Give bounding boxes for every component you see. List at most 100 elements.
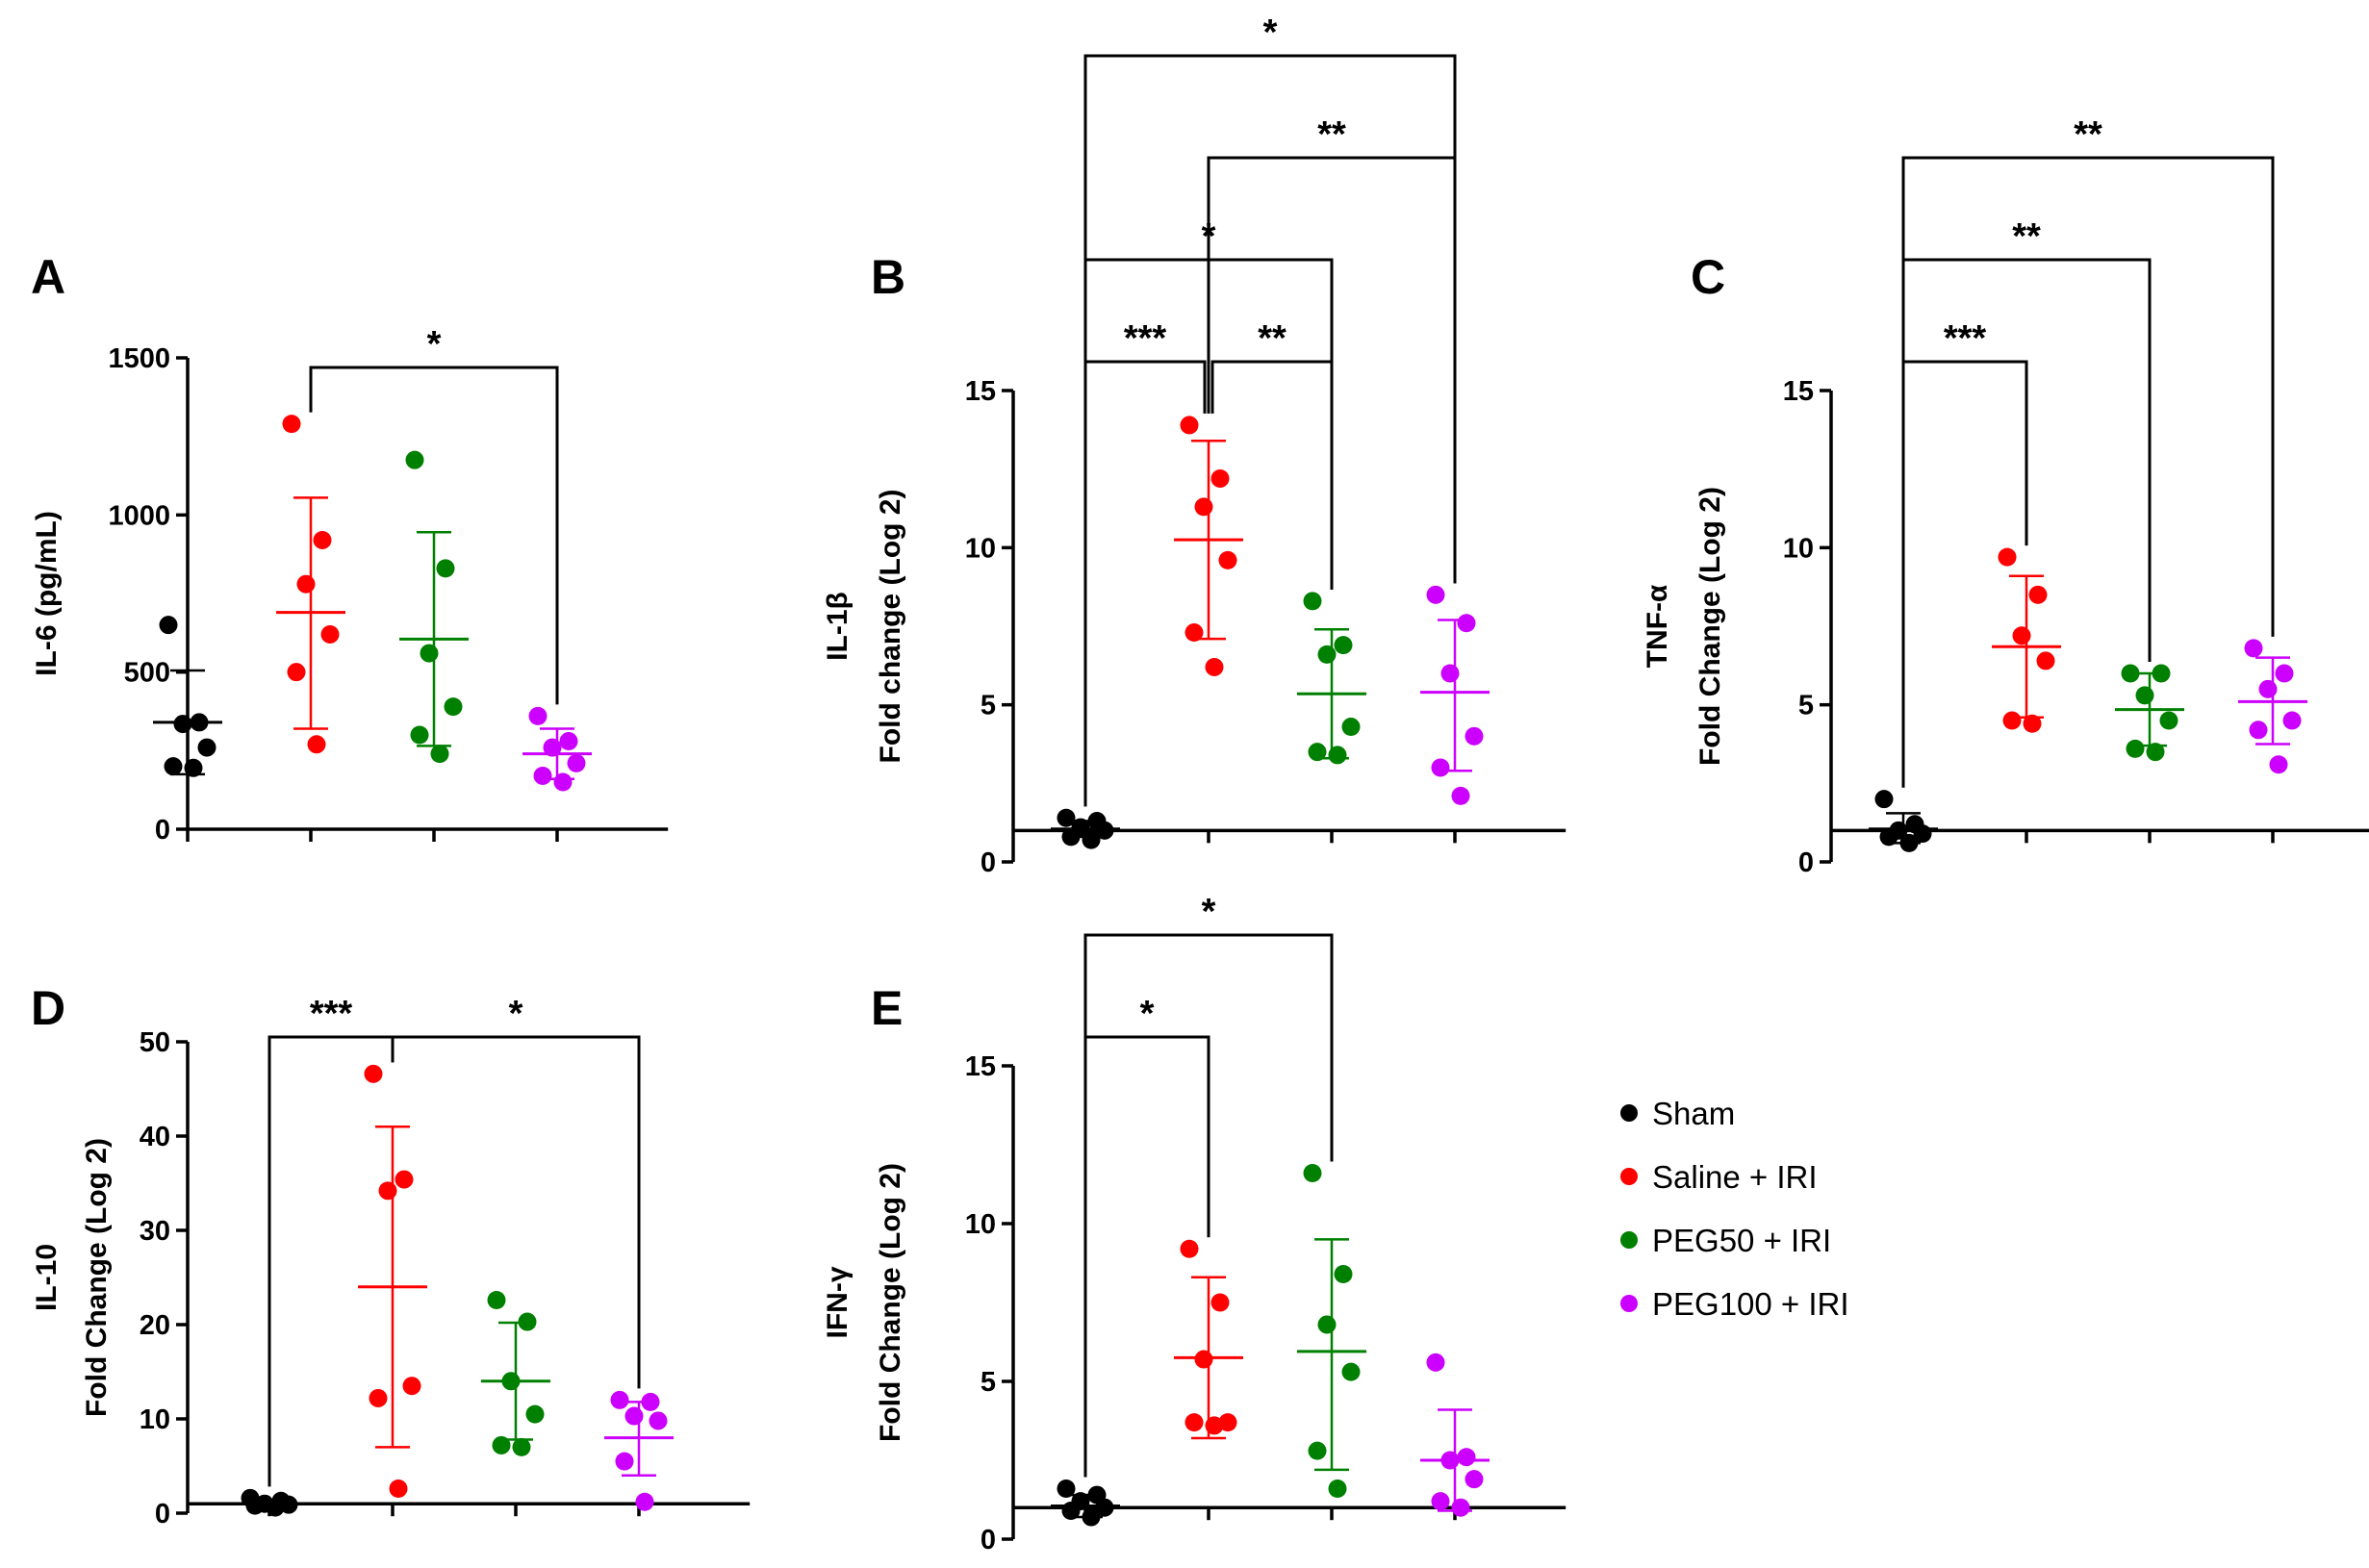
data-point-a <box>320 624 340 644</box>
bracket-line-a <box>309 366 559 705</box>
data-point-b <box>1426 585 1445 604</box>
data-point-c <box>2023 714 2042 733</box>
data-point-a <box>282 415 301 434</box>
panel-e: E IFN-γ Fold Change (Log 2) 0 5 10 15 * * <box>822 892 1567 1555</box>
y-tick-label-c: 15 <box>1783 376 1814 407</box>
bracket-line-c <box>1901 156 2275 788</box>
data-point-b <box>1184 623 1204 643</box>
data-point-b <box>1194 497 1213 517</box>
data-point-b <box>1440 664 1460 683</box>
data-point-a <box>444 697 463 717</box>
legend-marker-saline-iri <box>1620 1168 1638 1185</box>
bracket-line-e <box>1083 933 1334 1478</box>
data-point-b <box>1057 808 1076 827</box>
significance-label-a: * <box>427 324 442 365</box>
data-point-d <box>487 1291 506 1310</box>
y-tick-label-d: 50 <box>140 1027 170 1058</box>
data-point-e <box>1180 1239 1199 1258</box>
data-point-e <box>1184 1413 1204 1432</box>
data-point-e <box>1341 1362 1361 1381</box>
significance-label-c: ** <box>2074 114 2102 155</box>
data-point-a <box>559 732 578 751</box>
y-axis-label-d: IL-10 <box>31 1244 63 1311</box>
data-point-d <box>615 1452 634 1471</box>
data-point-b <box>1218 550 1237 569</box>
legend: Sham Saline + IRI PEG50 + IRI PEG100 + I… <box>1620 1096 1849 1322</box>
series-a-saline-iri <box>276 415 345 754</box>
data-point-d <box>378 1181 397 1201</box>
y-axis-label-e: IFN-γ <box>822 1266 853 1338</box>
y-axis-label-e-2: Fold Change (Log 2) <box>875 1163 906 1442</box>
significance-bracket-b: ** <box>1210 318 1334 590</box>
data-point-b <box>1465 726 1484 746</box>
data-point-c <box>2135 686 2154 705</box>
series-b-peg100-iri <box>1420 585 1490 805</box>
panel-label-b: B <box>871 250 905 304</box>
significance-label-e: * <box>1202 892 1216 932</box>
y-axis-label-a: IL-6 (pg/mL) <box>31 511 63 676</box>
significance-label-d: *** <box>310 994 353 1034</box>
data-point-b <box>1210 468 1230 488</box>
data-point-e <box>1457 1448 1476 1467</box>
data-point-c <box>2249 721 2268 740</box>
y-tick-label-a: 500 <box>124 658 170 689</box>
data-point-a <box>405 450 424 469</box>
y-axis-label-c: TNF-α <box>1642 584 1673 668</box>
series-c-peg50-iri <box>2115 664 2184 762</box>
data-point-c <box>1879 827 1898 847</box>
data-point-a <box>287 663 306 682</box>
y-axis-label-b-2: Fold change (Log 2) <box>875 490 906 764</box>
data-point-a <box>528 706 548 725</box>
legend-item-sham: Sham <box>1620 1096 1735 1131</box>
data-point-d <box>610 1390 629 1409</box>
series-e-peg100-iri <box>1420 1353 1490 1517</box>
data-point-e <box>1194 1350 1213 1369</box>
panel-label-c: C <box>1691 250 1725 304</box>
data-point-c <box>2275 664 2294 683</box>
panel-label-e: E <box>871 981 903 1035</box>
data-point-a <box>197 738 217 757</box>
data-point-a <box>313 530 332 549</box>
data-point-e <box>1328 1479 1347 1499</box>
data-point-c <box>2282 711 2302 730</box>
y-axis-label-c-2: Fold Change (Log 2) <box>1694 487 1726 766</box>
data-point-b <box>1308 743 1327 762</box>
data-point-b <box>1205 657 1224 676</box>
data-point-d <box>512 1437 531 1456</box>
data-point-c <box>2126 739 2145 758</box>
significance-bracket-e: * <box>1083 994 1210 1478</box>
legend-marker-peg50-iri <box>1620 1231 1638 1249</box>
bracket-line-d <box>267 1035 395 1487</box>
data-point-d <box>635 1492 654 1511</box>
data-point-e <box>1303 1164 1322 1183</box>
panel-label-a: A <box>31 250 65 304</box>
significance-label-b: * <box>1263 13 1278 53</box>
data-point-c <box>1998 547 2017 567</box>
data-point-d <box>525 1404 545 1424</box>
data-point-e <box>1431 1492 1450 1511</box>
data-point-c <box>2146 743 2165 762</box>
significance-label-e: * <box>1140 994 1155 1034</box>
y-tick-label-d: 20 <box>140 1310 170 1341</box>
y-axis-label-b: IL-1β <box>822 592 853 661</box>
significance-label-d: * <box>509 994 523 1034</box>
significance-label-b: *** <box>1124 318 1167 359</box>
y-tick-label-c: 0 <box>1798 847 1814 878</box>
data-point-e <box>1210 1293 1230 1312</box>
data-point-b <box>1431 758 1450 777</box>
data-point-c <box>2036 651 2055 670</box>
data-point-b <box>1457 614 1476 633</box>
series-d-sham <box>235 1488 304 1517</box>
series-b-saline-iri <box>1174 416 1243 676</box>
data-point-b <box>1341 718 1361 737</box>
bracket-line-d <box>391 1035 641 1389</box>
data-point-c <box>2269 755 2288 774</box>
data-point-e <box>1465 1470 1484 1489</box>
series-a-sham <box>153 616 222 777</box>
significance-bracket-e: * <box>1083 892 1334 1478</box>
data-point-c <box>1874 790 1894 809</box>
data-point-b <box>1095 821 1114 840</box>
y-tick-label-b: 15 <box>965 376 996 407</box>
